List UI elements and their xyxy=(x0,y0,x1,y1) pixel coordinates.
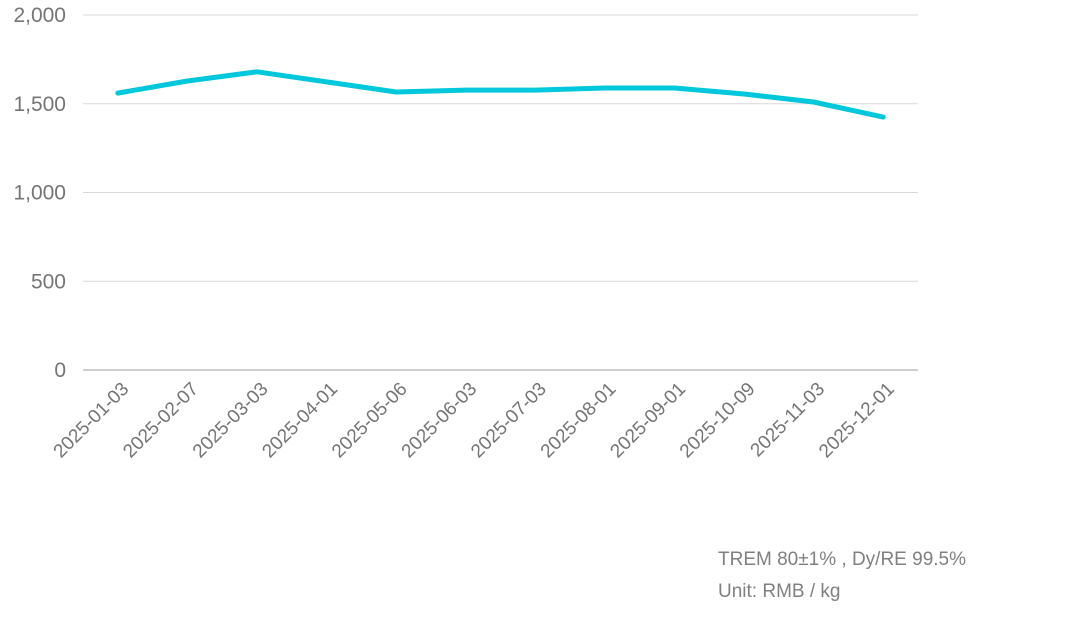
gridlines xyxy=(83,14,918,371)
y-tick-label: 1,500 xyxy=(13,93,66,116)
y-axis-ticks: 0 500 1,000 1,500 2,000 xyxy=(13,4,66,382)
x-axis-ticks: 2025-01-032025-02-072025-03-032025-04-01… xyxy=(50,379,899,463)
y-tick-label: 500 xyxy=(31,270,66,293)
line-chart: 0 500 1,000 1,500 2,000 2025-01-032025-02-07… xyxy=(13,4,918,463)
spec-annotation: TREM 80±1% , Dy/RE 99.5% xyxy=(718,549,967,570)
unit-annotation: Unit: RMB / kg xyxy=(718,581,841,602)
price-line xyxy=(115,69,886,120)
x-tick-label: 2025-10-09 xyxy=(676,379,760,463)
y-tick-label: 1,000 xyxy=(13,182,66,205)
y-tick-label: 2,000 xyxy=(13,4,66,27)
x-tick-label: 2025-12-01 xyxy=(815,379,899,463)
y-tick-label: 0 xyxy=(54,359,66,382)
